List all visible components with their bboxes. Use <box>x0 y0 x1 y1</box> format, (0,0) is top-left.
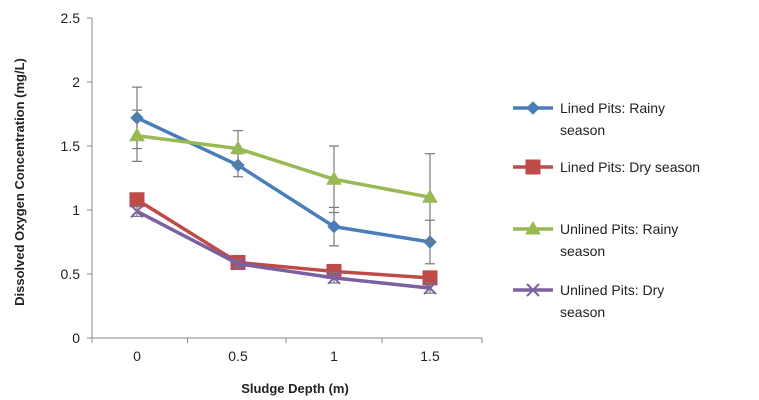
triangle-marker <box>525 221 541 235</box>
x-marker <box>231 257 245 271</box>
x-axis-title: Sludge Depth (m) <box>241 381 349 396</box>
legend-label: Lined Pits: Rainy <box>560 100 665 116</box>
series-2 <box>129 192 438 286</box>
y-tick-label: 0 <box>72 330 80 346</box>
y-tick-label: 0.5 <box>61 266 81 282</box>
series-4 <box>130 204 437 295</box>
legend-label: season <box>560 304 605 320</box>
legend-label: Unlined Pits: Rainy <box>560 221 678 237</box>
series-1 <box>130 86 437 265</box>
legend-item-3: Unlined Pits: Rainy season <box>513 221 678 259</box>
square-marker <box>525 159 541 175</box>
legend-label: Lined Pits: Dry season <box>560 159 700 175</box>
x-tick-label: 0 <box>133 348 141 364</box>
triangle-marker <box>129 127 145 142</box>
triangle-marker <box>422 189 438 203</box>
triangle-marker <box>230 140 246 155</box>
legend-item-2: Lined Pits: Dry season <box>513 159 700 175</box>
legend-item-1: Lined Pits: Rainy season <box>513 100 665 138</box>
x-tick-label: 1.5 <box>420 348 440 364</box>
legend-label: Unlined Pits: Dry <box>560 282 664 298</box>
y-tick-label: 2.5 <box>61 10 81 26</box>
x-marker <box>327 271 341 285</box>
x-tick-label: 1 <box>330 348 338 364</box>
x-marker <box>130 204 144 218</box>
x-marker <box>423 281 437 295</box>
series-layer <box>129 86 438 295</box>
triangle-marker <box>326 171 342 185</box>
x-tick-label: 0.5 <box>228 348 248 364</box>
diamond-marker <box>327 219 341 234</box>
series-line <box>136 134 431 199</box>
y-axis-title: Dissolved Oxygen Concentration (mg/L) <box>12 58 27 306</box>
series-line <box>136 209 431 290</box>
y-tick-label: 2 <box>72 74 80 90</box>
axes: 0 0.5 1 1.5 2 2.5 0 0.5 1 1.5 <box>61 10 483 364</box>
x-marker <box>526 283 540 297</box>
y-tick-label: 1 <box>72 202 80 218</box>
legend-label: season <box>560 243 605 259</box>
square-marker <box>129 192 145 208</box>
y-tick-label: 1.5 <box>61 138 81 154</box>
series-3 <box>129 109 438 242</box>
series-line <box>136 116 431 244</box>
legend-label: season <box>560 122 605 138</box>
series-line <box>136 198 431 280</box>
legend-item-4: Unlined Pits: Dry season <box>513 282 664 320</box>
diamond-marker <box>423 235 437 249</box>
diamond-marker <box>526 101 540 115</box>
legend: Lined Pits: Rainy season Lined Pits: Dry s… <box>513 100 700 320</box>
